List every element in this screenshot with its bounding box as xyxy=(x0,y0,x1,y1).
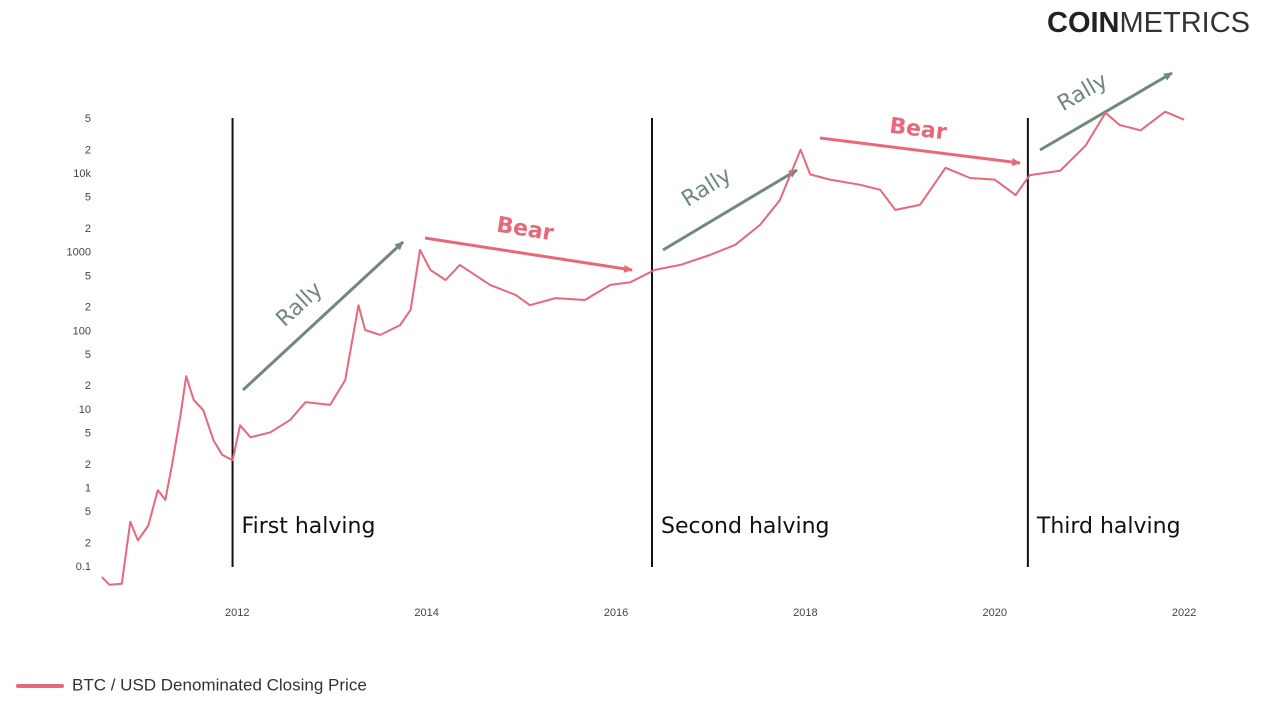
y-tick-label: 0.1 xyxy=(76,561,91,573)
annotation: Rally xyxy=(272,277,328,332)
rally-arrow xyxy=(241,240,405,392)
y-tick-label: 5 xyxy=(85,113,91,125)
bear-arrow xyxy=(424,236,633,273)
brand-logo: COINMETRICS xyxy=(1047,7,1250,39)
y-tick-label: 5 xyxy=(85,270,91,282)
y-tick-label: 10k xyxy=(73,168,91,180)
y-tick-label: 100 xyxy=(73,325,91,337)
annotations: Rally Bear Rally Bear Rally xyxy=(241,68,1173,392)
x-tick-label: 2020 xyxy=(983,607,1007,619)
brand-light: METRICS xyxy=(1120,7,1251,39)
y-tick-label: 2 xyxy=(85,302,91,314)
bear-arrow xyxy=(819,136,1021,166)
y-tick-label: 2 xyxy=(85,538,91,550)
annotation: Bear xyxy=(495,213,556,247)
brand-bold: COIN xyxy=(1047,7,1120,39)
legend-label: BTC / USD Denominated Closing Price xyxy=(72,675,367,694)
x-tick-label: 2012 xyxy=(225,607,249,619)
price-line xyxy=(101,110,1185,586)
y-tick-label: 5 xyxy=(85,349,91,361)
y-tick-label: 5 xyxy=(85,428,91,440)
y-tick-label: 2 xyxy=(85,459,91,471)
y-tick-label: 2 xyxy=(85,144,91,156)
rally-arrow xyxy=(1039,71,1173,152)
y-tick-label: 5 xyxy=(85,192,91,204)
y-tick-label: 2 xyxy=(85,223,91,235)
halving-label: First halving xyxy=(242,514,376,539)
rally-arrow xyxy=(662,168,798,252)
annotation: Rally xyxy=(677,163,736,213)
y-tick-label: 1 xyxy=(85,483,91,495)
x-tick-label: 2022 xyxy=(1172,607,1196,619)
annotation: Rally xyxy=(1053,68,1112,116)
halving-label: Third halving xyxy=(1036,514,1181,539)
y-tick-label: 2 xyxy=(85,380,91,392)
y-tick-label: 5 xyxy=(85,506,91,518)
annotation: Bear xyxy=(888,114,948,146)
halving-label: Second halving xyxy=(661,514,830,539)
y-tick-label: 1000 xyxy=(67,247,91,259)
x-tick-label: 2016 xyxy=(604,607,628,619)
x-tick-label: 2014 xyxy=(414,607,438,619)
x-tick-label: 2018 xyxy=(793,607,817,619)
y-tick-label: 10 xyxy=(79,404,91,416)
